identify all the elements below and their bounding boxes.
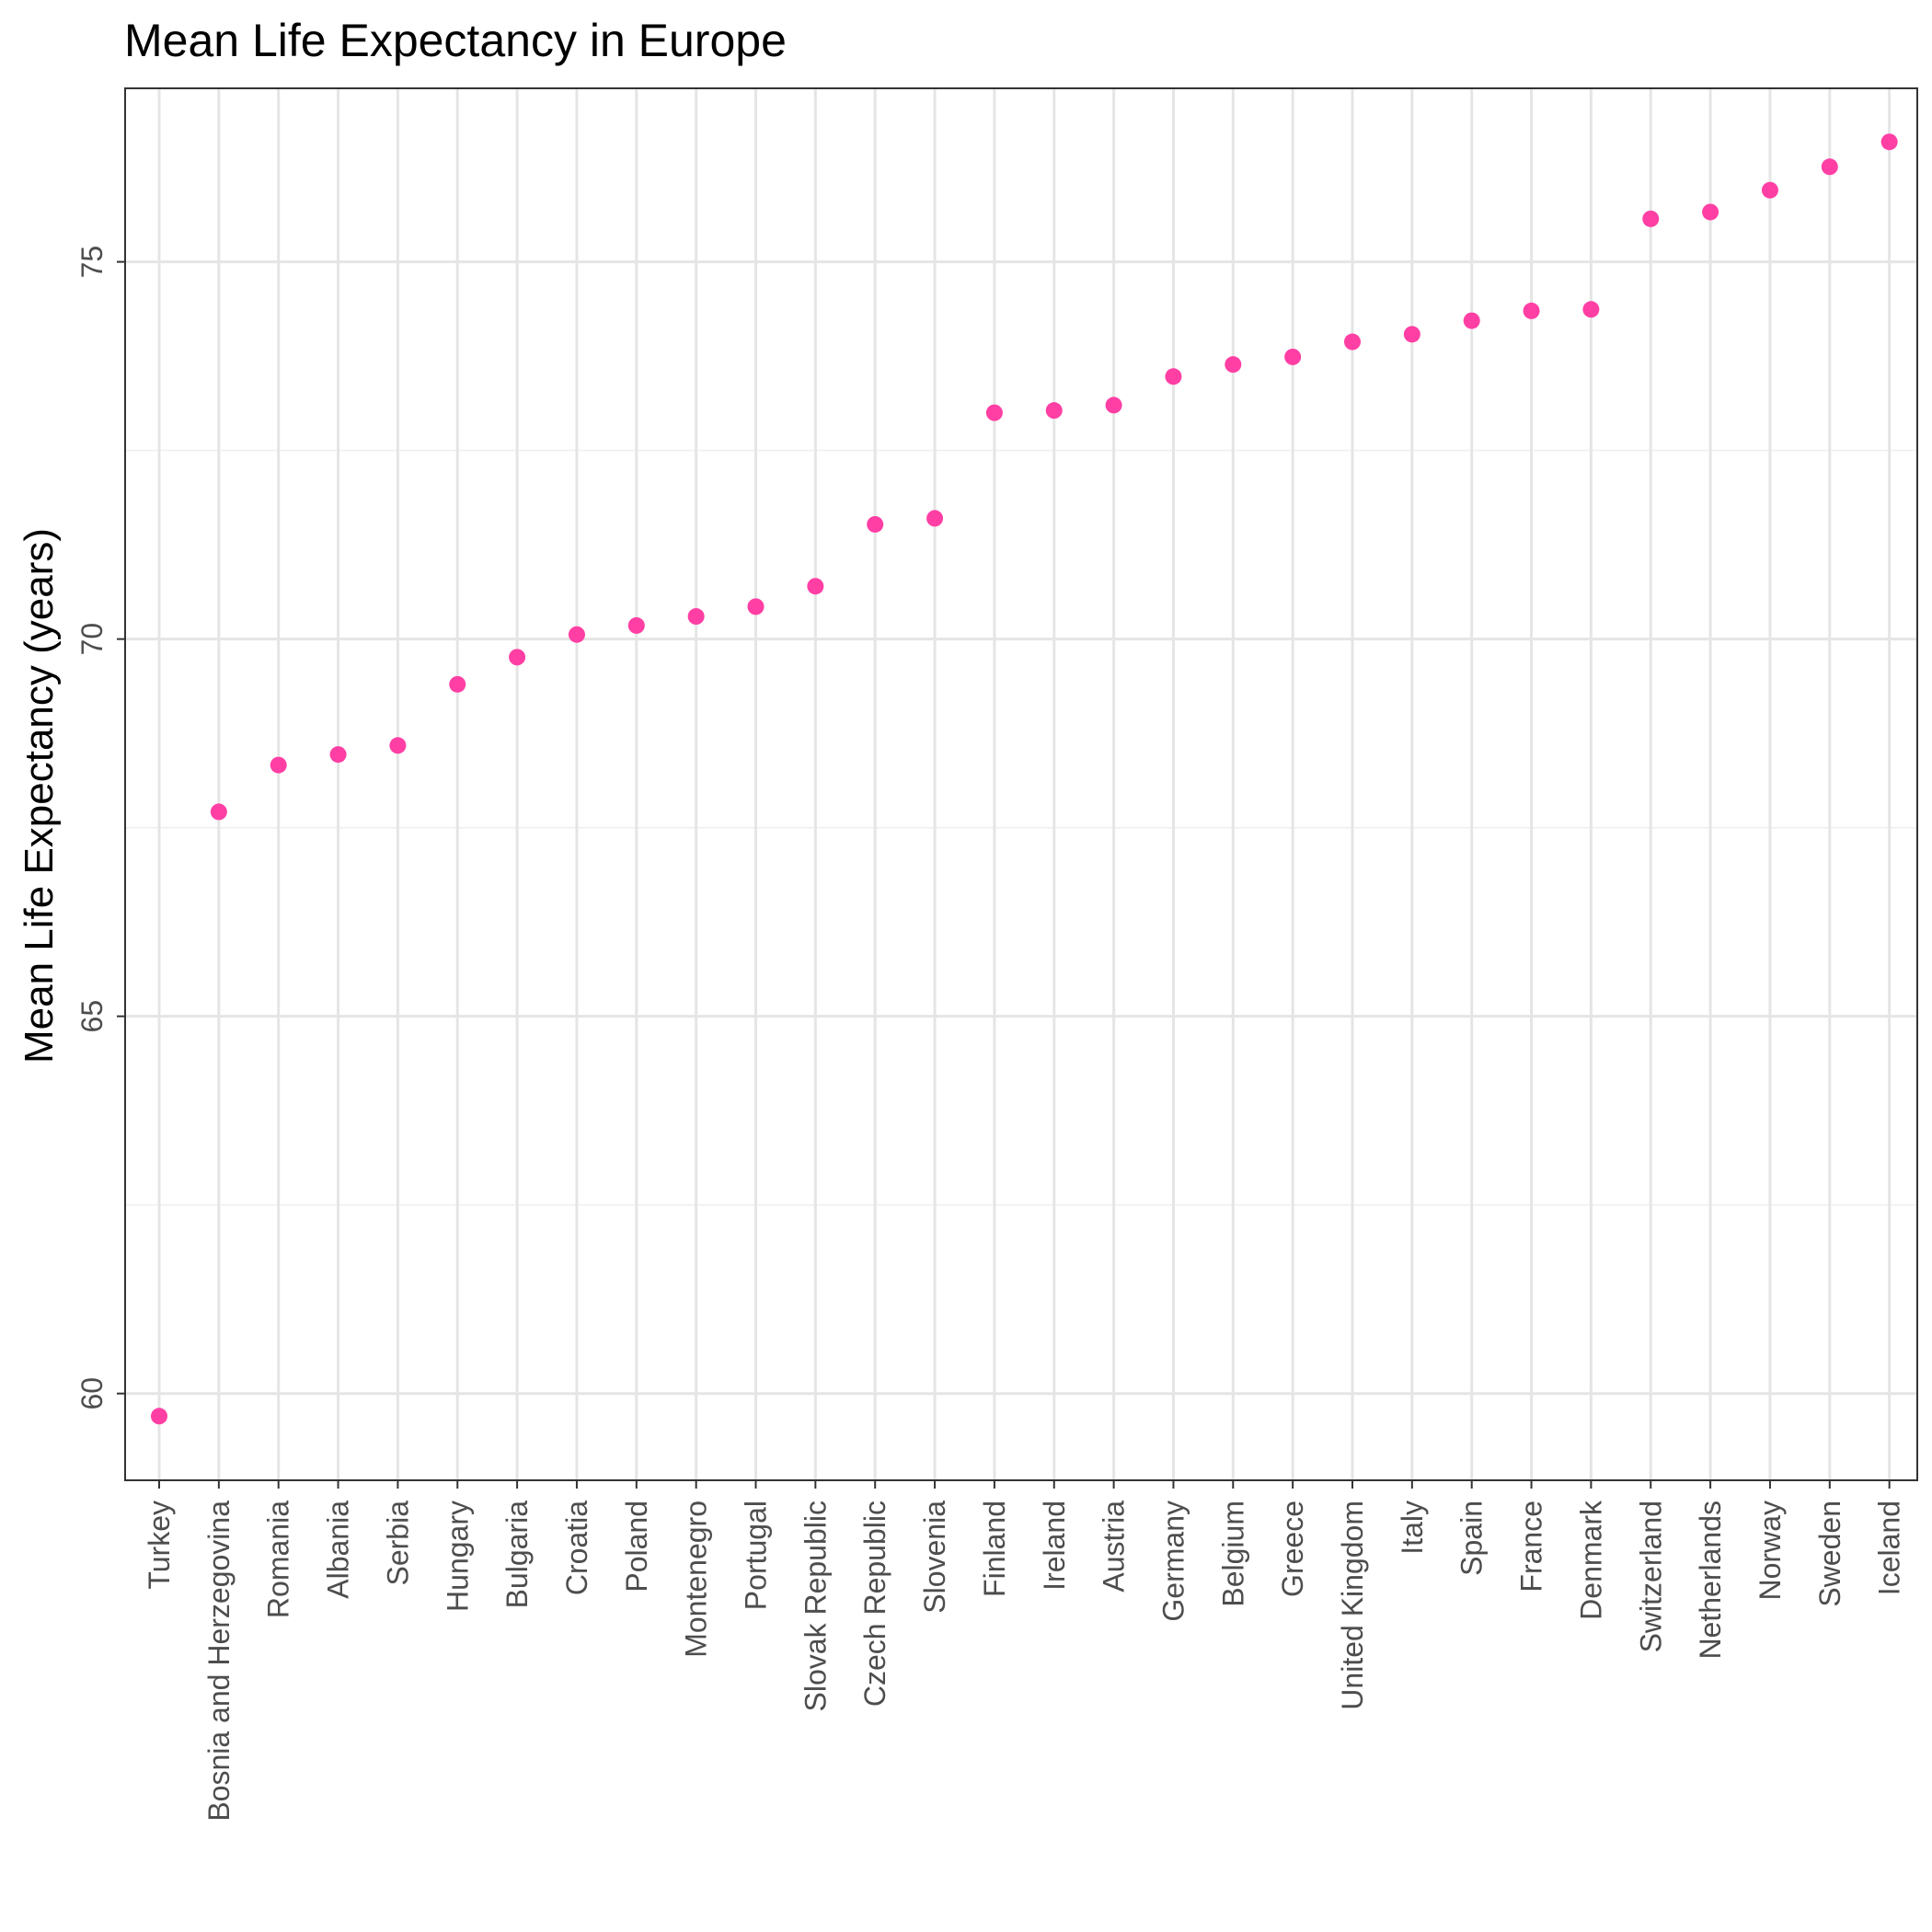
data-point: [926, 510, 944, 527]
x-tick-label: Netherlands: [1694, 1501, 1727, 1660]
data-point: [329, 746, 347, 764]
data-points: [151, 133, 1898, 1425]
data-point: [687, 608, 705, 626]
data-point: [151, 1408, 167, 1425]
data-point: [1165, 368, 1182, 385]
x-tick-label: Norway: [1754, 1501, 1787, 1600]
x-tick-label: France: [1515, 1501, 1548, 1593]
y-axis-title: Mean Life Expectancy (years): [17, 528, 62, 1064]
data-point: [509, 649, 526, 666]
x-tick-label: Czech Republic: [858, 1501, 891, 1707]
data-point: [1403, 326, 1420, 343]
chart-title: Mean Life Expectancy in Europe: [124, 15, 787, 66]
data-point: [568, 626, 585, 643]
data-point: [1821, 158, 1838, 176]
grid-lines: [125, 88, 1917, 1480]
x-tick-label: Croatia: [560, 1501, 593, 1595]
data-point: [210, 803, 227, 821]
x-tick-label: Germany: [1156, 1501, 1190, 1622]
x-tick-label: Denmark: [1574, 1500, 1607, 1620]
data-point: [1045, 402, 1063, 420]
x-tick-label: Poland: [620, 1501, 653, 1593]
data-point: [867, 515, 884, 533]
x-tick-label: Austria: [1098, 1501, 1131, 1593]
x-tick-label: Serbia: [381, 1501, 414, 1586]
data-point: [1761, 181, 1778, 199]
x-tick-label: Ireland: [1038, 1501, 1071, 1591]
y-tick-label: 75: [75, 246, 109, 279]
data-point: [1880, 133, 1898, 151]
data-point: [747, 598, 765, 615]
x-tick-label: Montenegro: [680, 1501, 713, 1658]
data-point: [1523, 302, 1540, 319]
y-tick-label: 70: [75, 623, 109, 656]
data-point: [270, 756, 287, 774]
data-point: [807, 578, 824, 595]
x-tick-label: Turkey: [143, 1501, 176, 1590]
data-point: [1344, 333, 1361, 351]
data-point: [985, 404, 1003, 421]
plot-panel: [125, 88, 1917, 1480]
y-tick-label: 60: [75, 1377, 109, 1410]
x-tick-label: Slovak Republic: [799, 1501, 832, 1711]
panel-border: [124, 87, 1918, 1481]
data-point: [389, 737, 407, 754]
x-tick-label: Portugal: [740, 1501, 773, 1610]
x-tick-label: Switzerland: [1634, 1501, 1667, 1652]
data-point: [1582, 301, 1600, 318]
x-tick-label: Slovenia: [918, 1501, 951, 1614]
data-point: [1463, 312, 1480, 329]
x-tick-label: Sweden: [1813, 1501, 1846, 1607]
x-tick-label: Bulgaria: [500, 1501, 534, 1609]
x-tick-label: Albania: [322, 1501, 355, 1599]
x-axis: Turkey Bosnia and Herzegovina Romania Alban…: [143, 1480, 1906, 1822]
x-tick-label: Iceland: [1873, 1501, 1906, 1595]
data-point: [1702, 203, 1719, 221]
x-tick-label: Italy: [1396, 1501, 1429, 1555]
x-tick-label: United Kingdom: [1336, 1501, 1369, 1710]
y-tick-label: 65: [75, 1000, 109, 1033]
data-point: [1225, 356, 1242, 374]
data-point: [627, 616, 645, 634]
data-point: [1642, 210, 1660, 227]
data-point: [1105, 397, 1122, 414]
data-point: [1284, 348, 1302, 365]
x-tick-label: Finland: [978, 1501, 1011, 1597]
x-tick-label: Hungary: [441, 1501, 474, 1612]
x-tick-label: Spain: [1455, 1501, 1489, 1576]
y-axis: 60 65 70 75: [75, 246, 125, 1410]
x-tick-label: Belgium: [1216, 1501, 1249, 1607]
x-tick-label: Romania: [262, 1501, 295, 1618]
x-tick-label: Bosnia and Herzegovina: [202, 1501, 236, 1822]
x-tick-label: Greece: [1276, 1501, 1309, 1597]
data-point: [449, 675, 466, 693]
